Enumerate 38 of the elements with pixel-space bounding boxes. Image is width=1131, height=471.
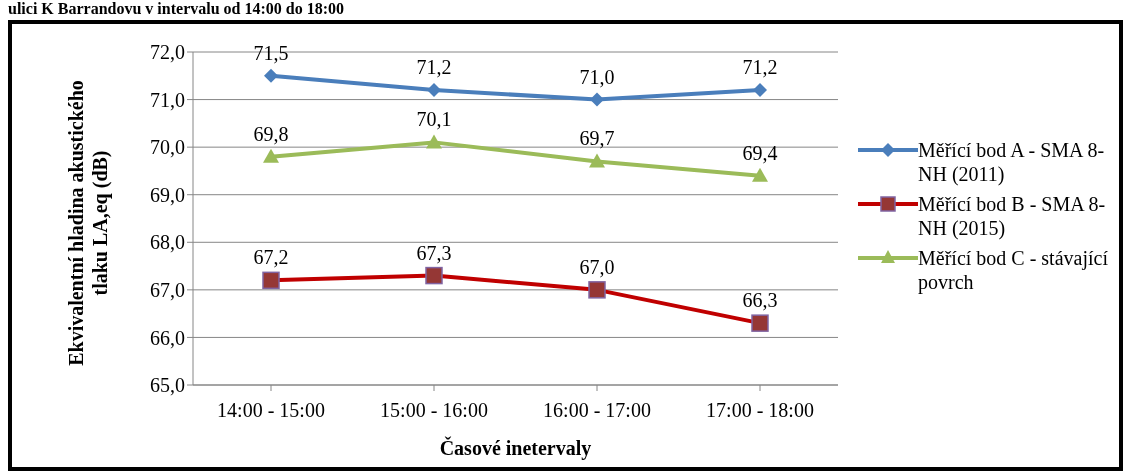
legend-label: Měřící bod B - SMA 8-NH (2015) xyxy=(918,192,1107,240)
chart-title: ulici K Barrandovu v intervalu od 14:00 do 18:00 xyxy=(8,0,345,18)
y-tick-label: 67,0 xyxy=(150,278,185,301)
data-label: 67,0 xyxy=(579,255,615,278)
point xyxy=(589,153,605,168)
legend-label: Měřící bod A - SMA 8-NH (2011) xyxy=(918,138,1106,186)
x-tick-label: 15:00 - 16:00 xyxy=(380,399,488,422)
y-tick-label: 65,0 xyxy=(150,374,185,397)
point xyxy=(753,83,767,98)
y-tick-label: 68,0 xyxy=(150,231,185,254)
point xyxy=(752,167,768,182)
data-label: 71,2 xyxy=(416,56,452,79)
y-tick-label: 66,0 xyxy=(150,326,185,349)
point xyxy=(426,134,442,149)
data-label: 70,1 xyxy=(416,108,452,131)
y-tick-label: 70,0 xyxy=(150,136,185,159)
data-label: 69,7 xyxy=(579,127,615,150)
data-label: 71,2 xyxy=(742,56,778,79)
data-label: 69,8 xyxy=(253,122,289,145)
point xyxy=(427,83,441,98)
y-tick-label: 69,0 xyxy=(150,183,185,206)
y-tick-label: 72,0 xyxy=(150,41,185,64)
x-tick-label: 16:00 - 17:00 xyxy=(543,399,651,422)
data-label: 67,2 xyxy=(253,246,289,269)
y-axis-title: Ekvivalentní hladina akustického tlaku LA,eq (dB) xyxy=(64,79,112,368)
x-tick-label: 14:00 - 15:00 xyxy=(217,399,325,422)
data-label: 66,3 xyxy=(742,289,778,312)
x-axis-title: Časové inetervaly xyxy=(439,436,592,460)
data-label: 69,4 xyxy=(742,141,778,164)
legend-label: Měřící bod C - stávající povrch xyxy=(918,246,1109,294)
point xyxy=(263,148,279,163)
data-label: 71,5 xyxy=(253,41,289,64)
data-label: 67,3 xyxy=(416,241,452,264)
point xyxy=(264,68,278,83)
y-tick-label: 71,0 xyxy=(150,88,185,111)
point xyxy=(590,92,604,107)
data-label: 71,0 xyxy=(579,65,615,88)
x-tick-label: 17:00 - 18:00 xyxy=(706,399,814,422)
